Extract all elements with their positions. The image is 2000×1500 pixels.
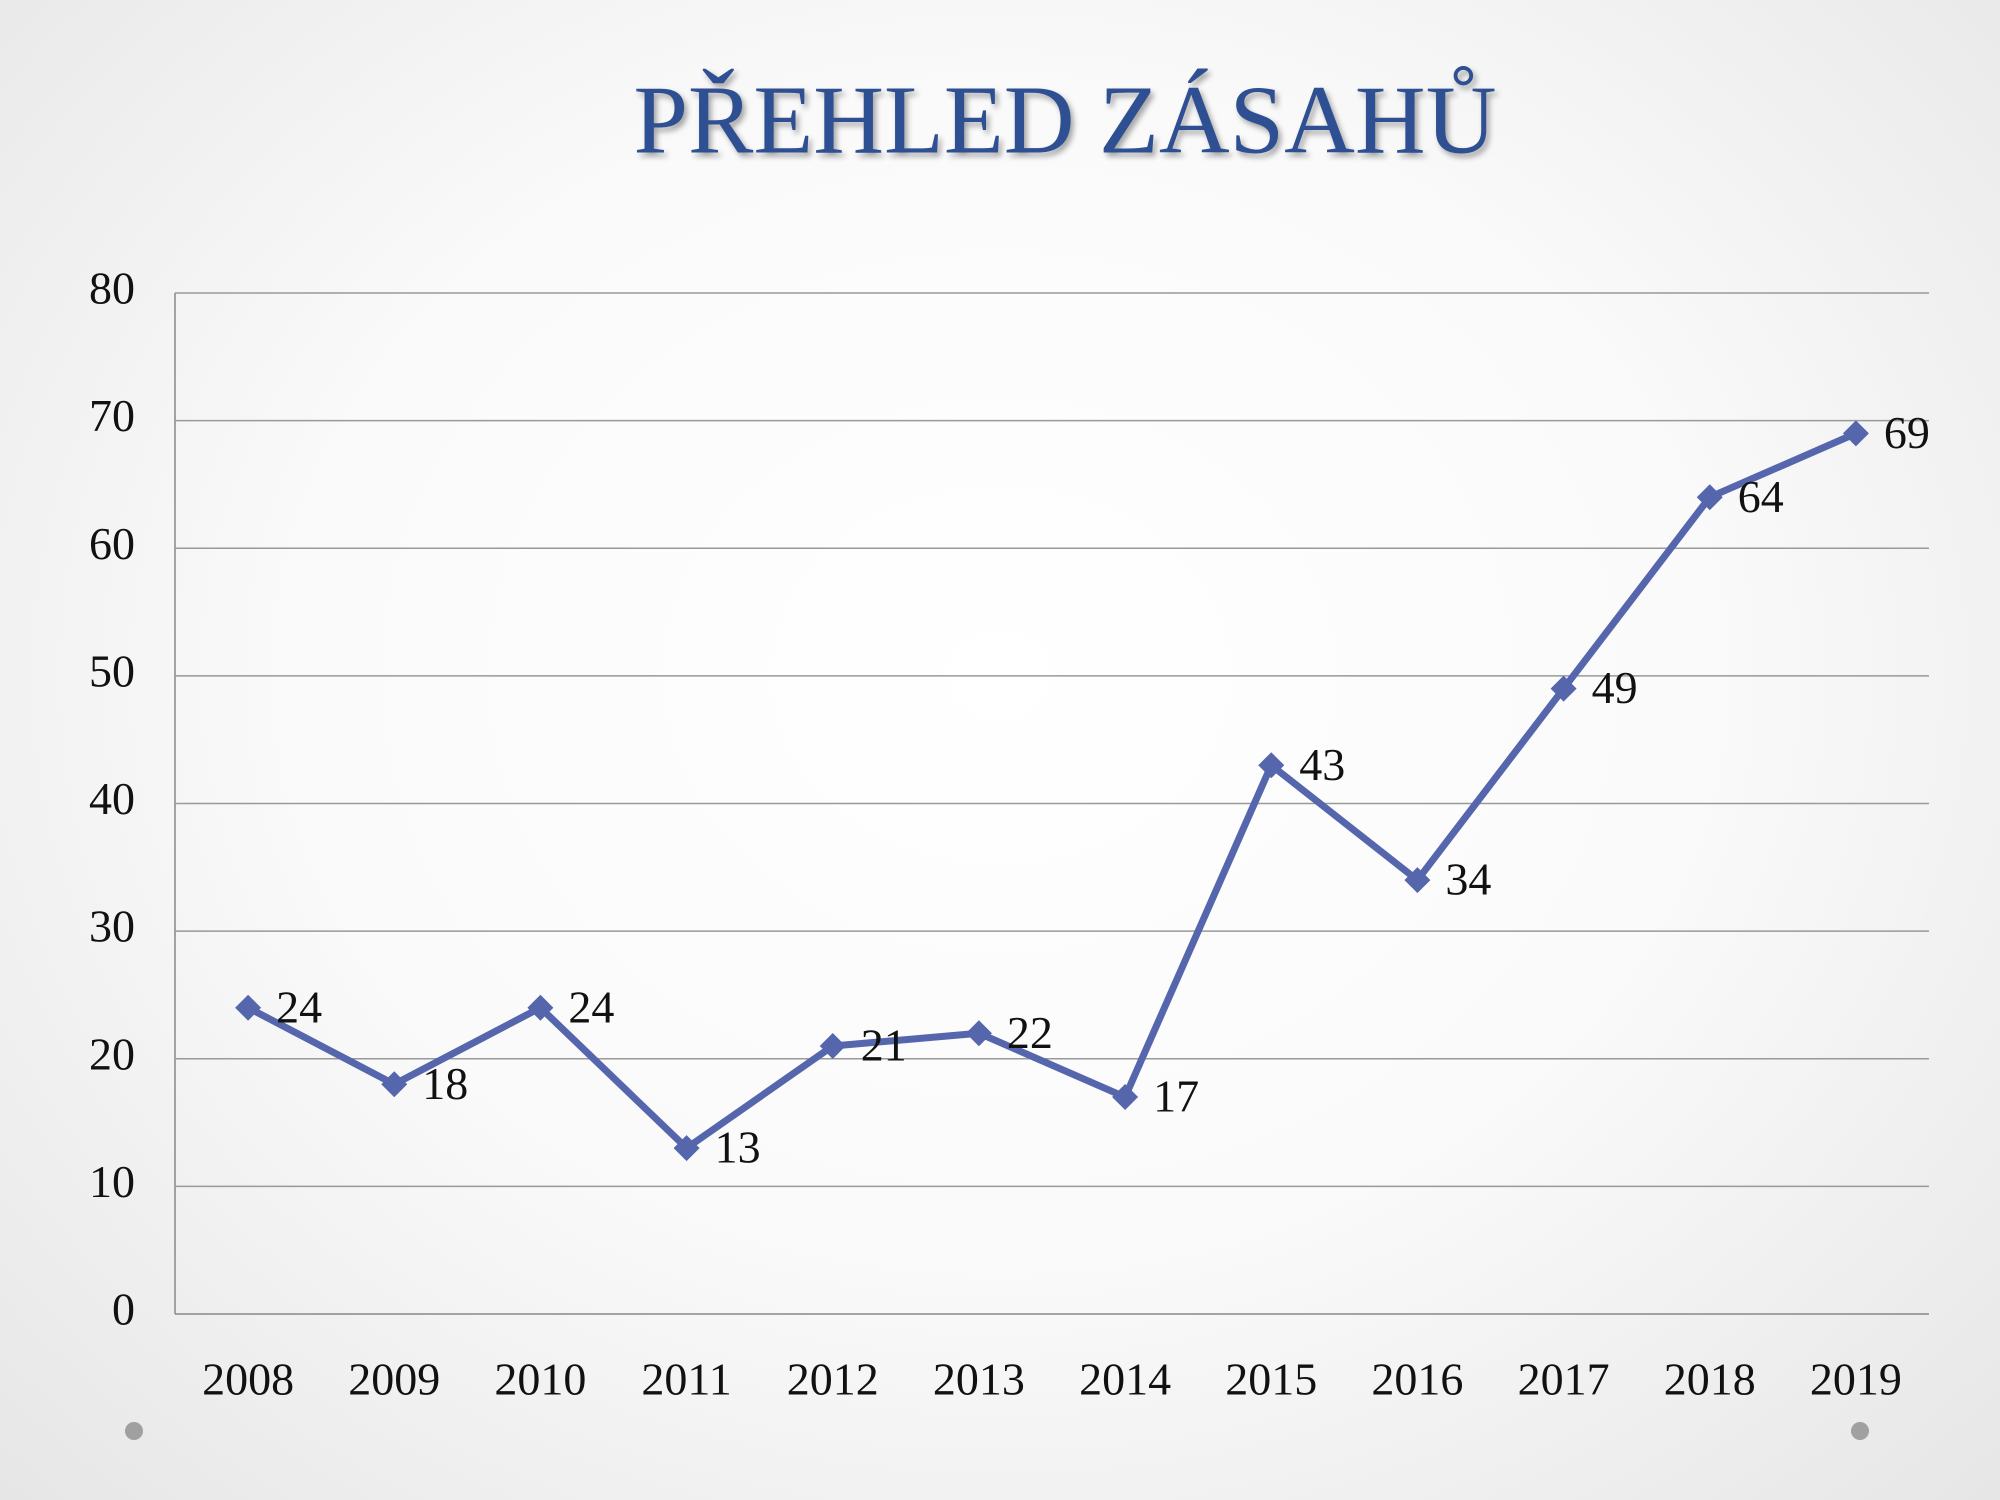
- x-tick-label: 2009: [348, 1354, 440, 1405]
- data-marker: [673, 1135, 700, 1162]
- data-label: 43: [1299, 739, 1345, 790]
- x-tick-label: 2016: [1371, 1354, 1463, 1405]
- data-marker: [1696, 484, 1723, 511]
- y-tick-label: 70: [89, 390, 135, 441]
- data-marker: [965, 1020, 992, 1047]
- data-label: 22: [1007, 1007, 1053, 1058]
- x-tick-label: 2015: [1225, 1354, 1317, 1405]
- data-label: 17: [1153, 1071, 1199, 1122]
- x-tick-label: 2014: [1079, 1354, 1171, 1405]
- x-tick-label: 2011: [641, 1354, 731, 1405]
- data-marker: [1550, 675, 1577, 702]
- data-marker: [381, 1071, 408, 1098]
- data-marker: [1112, 1084, 1139, 1111]
- data-marker: [1404, 867, 1431, 894]
- data-label: 34: [1445, 854, 1491, 905]
- decor-dot: [1851, 1422, 1869, 1440]
- decor-dot: [125, 1422, 143, 1440]
- y-tick-label: 60: [89, 518, 135, 569]
- data-label: 24: [568, 981, 614, 1032]
- x-tick-label: 2017: [1518, 1354, 1610, 1405]
- data-label: 21: [861, 1020, 907, 1071]
- y-tick-label: 50: [89, 645, 135, 696]
- y-tick-label: 20: [89, 1028, 135, 1079]
- y-tick-label: 30: [89, 901, 135, 952]
- data-label: 13: [715, 1122, 761, 1173]
- x-tick-label: 2012: [787, 1354, 879, 1405]
- chart-title: PŘEHLED ZÁSAHŮ: [634, 65, 1497, 174]
- y-tick-label: 40: [89, 773, 135, 824]
- data-label: 18: [422, 1058, 468, 1109]
- y-tick-label: 80: [89, 263, 135, 314]
- data-label: 64: [1738, 471, 1784, 522]
- data-label: 69: [1884, 407, 1930, 458]
- x-tick-label: 2018: [1664, 1354, 1756, 1405]
- x-tick-label: 2019: [1810, 1354, 1902, 1405]
- y-tick-label: 10: [89, 1156, 135, 1207]
- data-marker: [1258, 752, 1285, 779]
- x-tick-label: 2010: [494, 1354, 586, 1405]
- data-label: 24: [276, 981, 322, 1032]
- data-marker: [235, 994, 262, 1021]
- data-marker: [527, 994, 554, 1021]
- data-marker: [1842, 420, 1869, 447]
- data-label: 49: [1592, 662, 1638, 713]
- data-line: [246, 430, 1858, 1152]
- x-tick-label: 2013: [933, 1354, 1025, 1405]
- data-marker: [819, 1032, 846, 1059]
- y-tick-label: 0: [112, 1284, 135, 1335]
- x-tick-label: 2008: [202, 1354, 294, 1405]
